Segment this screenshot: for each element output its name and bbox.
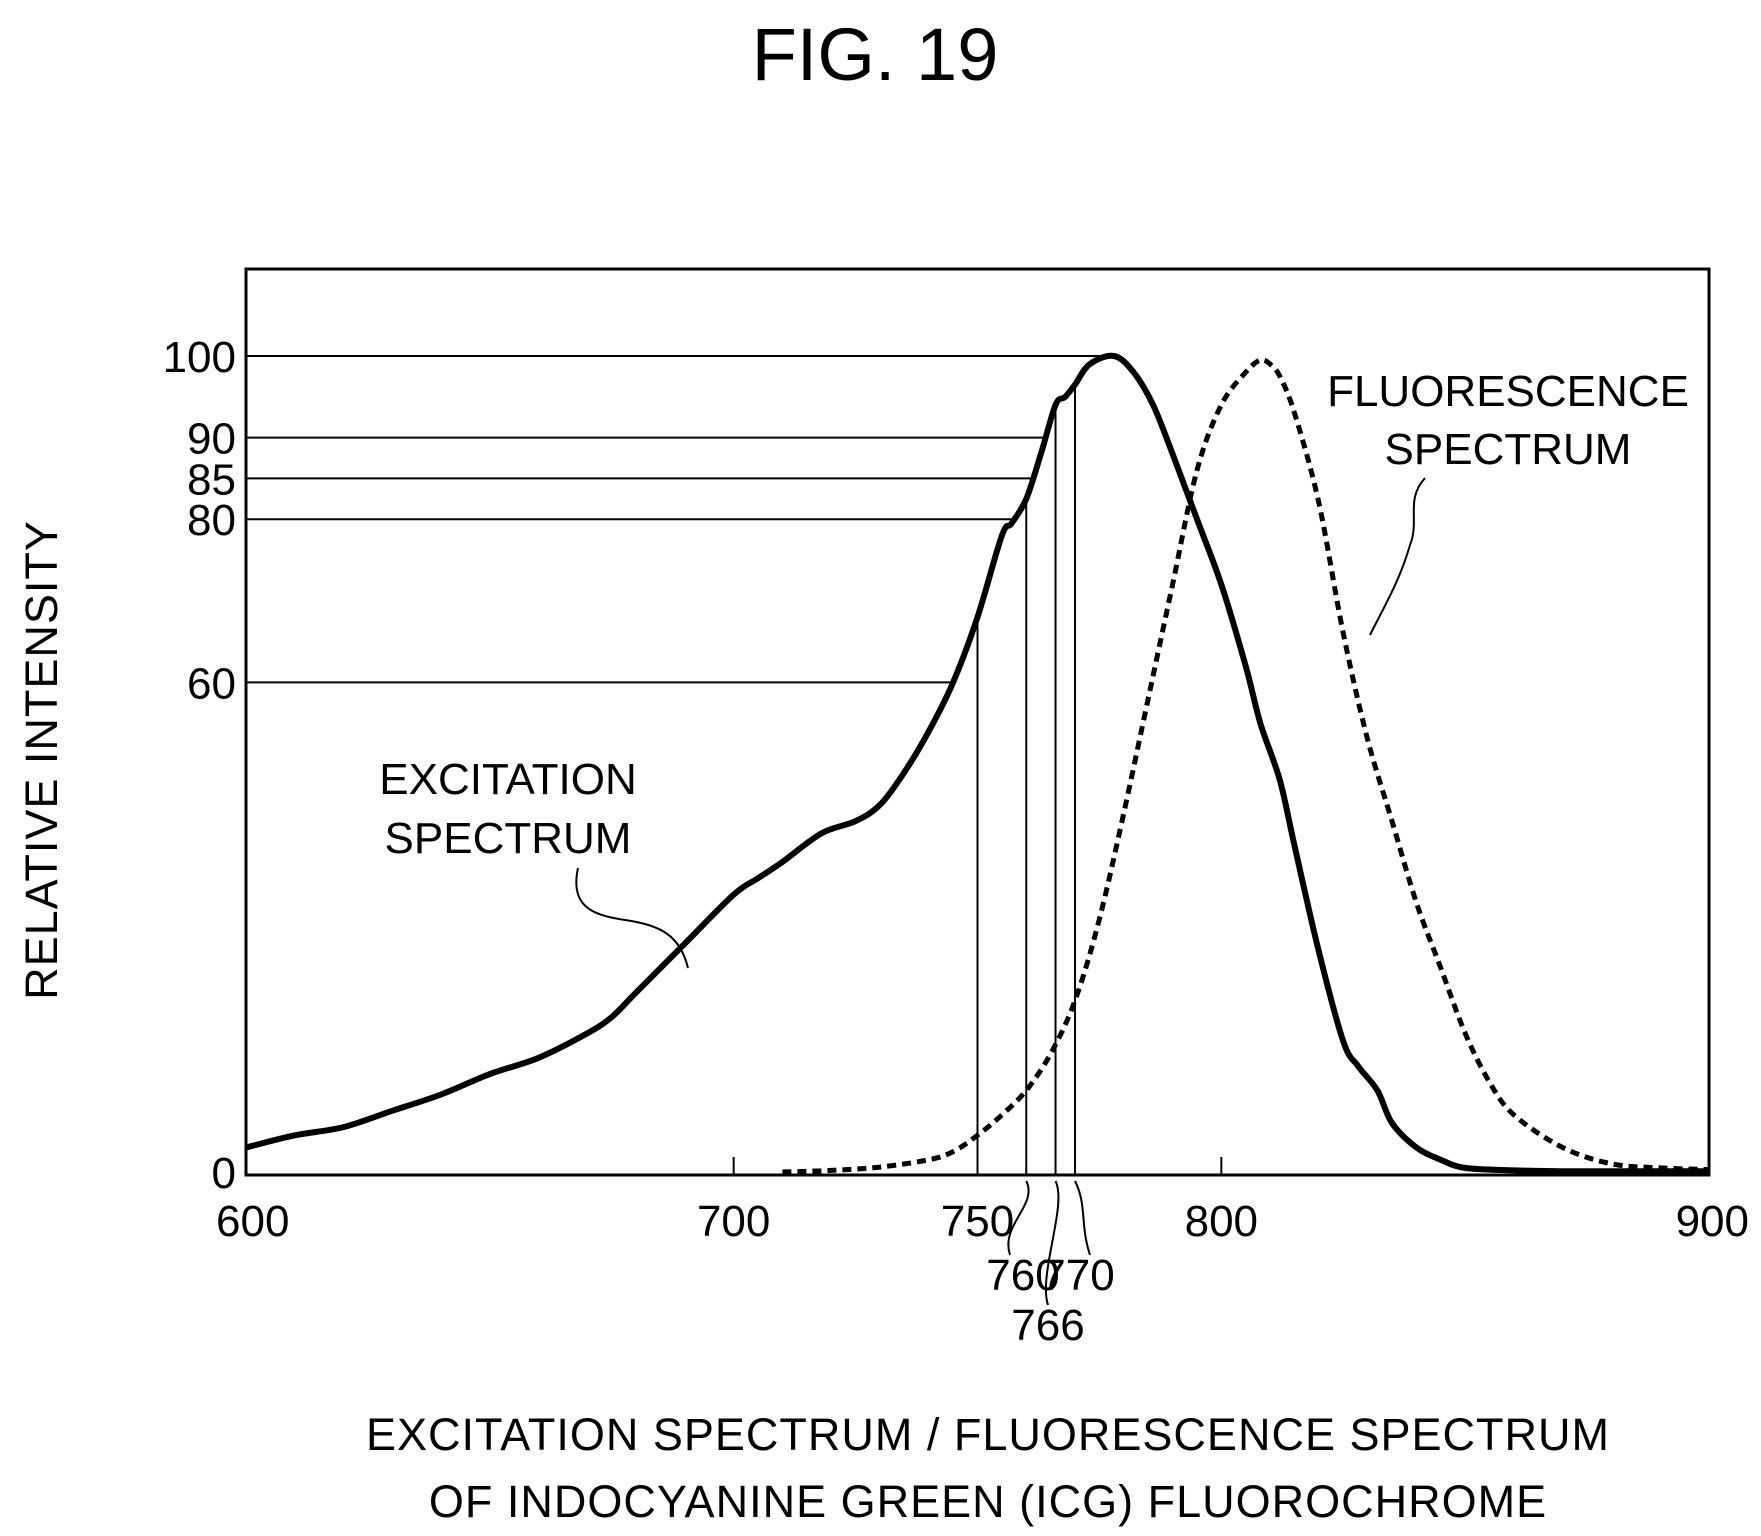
y-tick-label-80: 80 bbox=[187, 496, 236, 545]
fluorescence-spectrum-line bbox=[782, 357, 1710, 1175]
y-tick-label-85: 85 bbox=[187, 455, 236, 504]
marker-leader-766 bbox=[1044, 1180, 1060, 1306]
x-tick-label-750: 750 bbox=[941, 1197, 1014, 1246]
reference-lines bbox=[246, 355, 1115, 1175]
fluorescence-label-line-2: SPECTRUM bbox=[1385, 425, 1632, 474]
chart-title-line-1: EXCITATION SPECTRUM / FLUORESCENCE SPECT… bbox=[366, 1409, 1610, 1460]
marker-label-770: 770 bbox=[1041, 1251, 1114, 1300]
marker-leader-760 bbox=[1007, 1180, 1030, 1256]
marker-leader-770 bbox=[1074, 1180, 1091, 1256]
chart-title-line-2: OF INDOCYANINE GREEN (ICG) FLUOROCHROME bbox=[429, 1476, 1547, 1527]
y-axis-title: RELATIVE INTENSITY bbox=[16, 520, 67, 1000]
fluorescence-label-leader bbox=[1369, 477, 1426, 636]
figure-label: FIG. 19 bbox=[752, 13, 999, 96]
annotations: 760766770EXCITATIONSPECTRUMFLUORESCENCES… bbox=[379, 367, 1689, 1350]
y-tick-label-90: 90 bbox=[187, 415, 236, 464]
series-layer bbox=[245, 352, 1710, 1175]
excitation-label-leader bbox=[575, 867, 689, 969]
y-tick-label-0: 0 bbox=[212, 1149, 236, 1198]
fluorescence-label-line-1: FLUORESCENCE bbox=[1327, 367, 1689, 416]
excitation-spectrum-line bbox=[245, 352, 1709, 1175]
x-tick-label-800: 800 bbox=[1185, 1197, 1258, 1246]
marker-label-766: 766 bbox=[1011, 1301, 1084, 1350]
excitation-label-line-1: EXCITATION bbox=[379, 755, 637, 804]
x-tick-label-700: 700 bbox=[697, 1197, 770, 1246]
y-tick-label-100: 100 bbox=[163, 333, 236, 382]
y-tick-label-60: 60 bbox=[187, 659, 236, 708]
excitation-label-line-2: SPECTRUM bbox=[385, 814, 632, 863]
x-tick-label-900: 900 bbox=[1676, 1197, 1749, 1246]
x-tick-label-600: 600 bbox=[216, 1197, 289, 1246]
